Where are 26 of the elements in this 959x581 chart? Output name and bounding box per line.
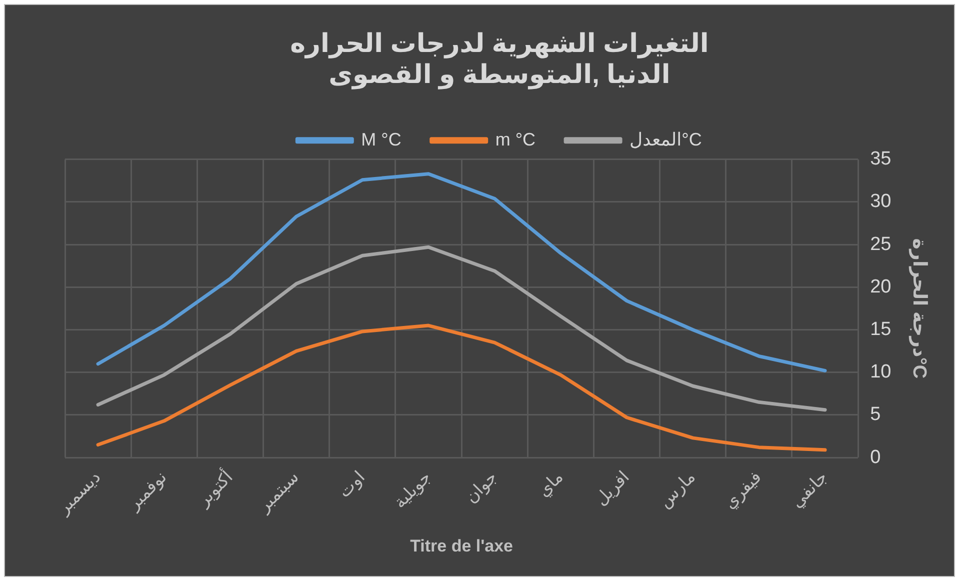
x-tick-label: ديسمبر — [53, 467, 105, 519]
y-tick-label: 15 — [870, 319, 892, 340]
x-tick-label: افريل — [591, 467, 634, 510]
x-tick-label: جويلية — [390, 467, 436, 513]
x-tick-label: مارس — [654, 467, 700, 512]
x-tick-label: جانفي — [787, 467, 832, 512]
y-tick-label: 35 — [870, 148, 892, 170]
x-tick-label: أكتوبر — [192, 466, 238, 512]
y-tick-label: 30 — [870, 191, 892, 212]
x-tick-label: ماي — [534, 467, 568, 502]
x-tick-label: اوت — [334, 467, 370, 502]
y-tick-label: 0 — [870, 446, 881, 468]
y-axis-title: درجة الحرارة°C — [908, 238, 930, 379]
chart-title: التغيرات الشهرية لدرجات الحراره الدنيا ,المتوسطة و القصوى — [290, 28, 709, 90]
legend-label: المعدل°C — [630, 129, 702, 150]
x-tick-label: جوان — [461, 467, 502, 508]
y-tick-label: 5 — [870, 404, 881, 426]
legend-label: M °C — [361, 129, 402, 150]
y-tick-label: 20 — [870, 276, 892, 298]
y-tick-label: 10 — [870, 362, 892, 383]
y-tick-label: 25 — [870, 234, 892, 255]
x-tick-label: سبتمبر — [254, 467, 304, 517]
x-tick-label: فيفري — [720, 467, 766, 514]
x-axis-title: Titre de l'axe — [410, 536, 514, 556]
legend-label: m °C — [495, 129, 536, 150]
x-tick-label: نوفمبر — [124, 467, 171, 515]
